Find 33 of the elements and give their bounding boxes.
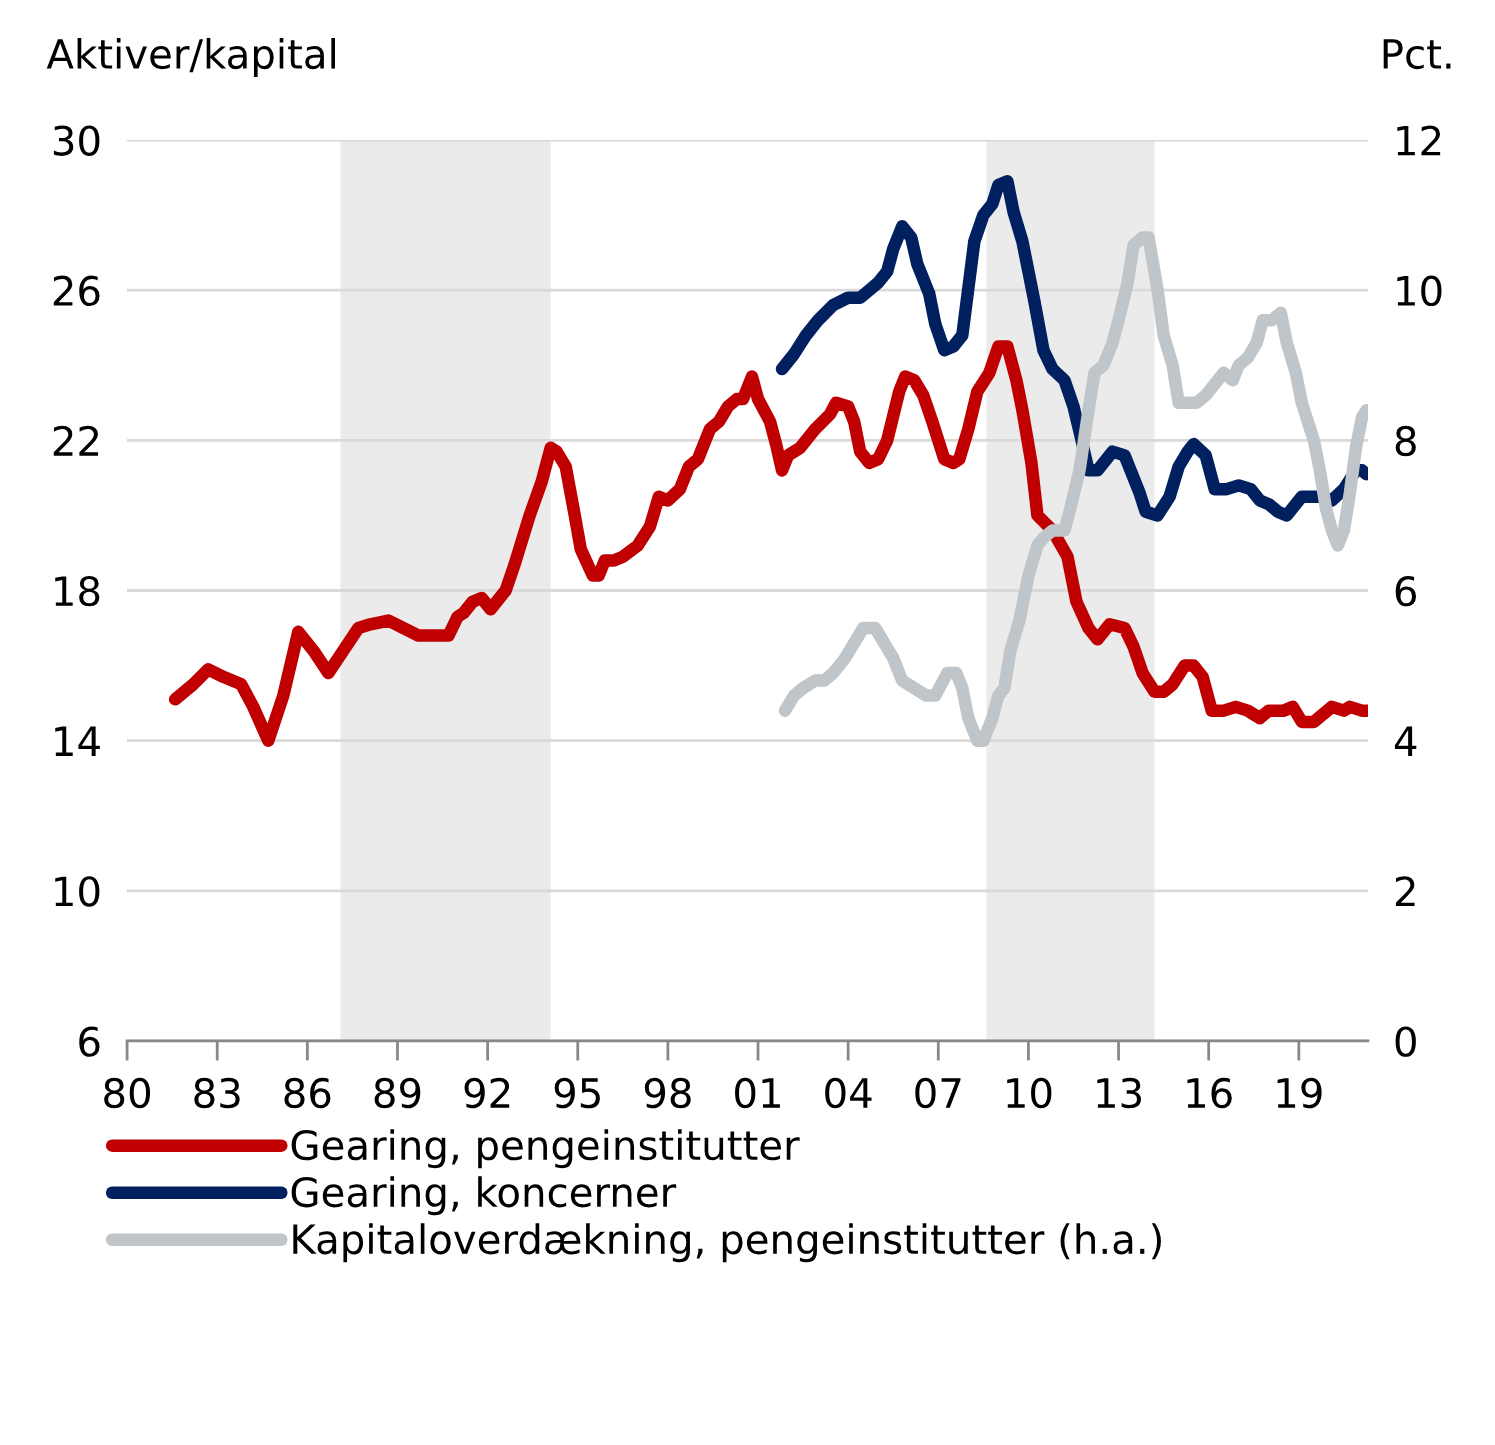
x-tick-label: 89 xyxy=(374,1077,421,1109)
x-tick-label: 80 xyxy=(104,1077,151,1109)
y-tick-label: 6 xyxy=(79,1026,100,1057)
y2-tick-label: 0 xyxy=(1395,1026,1416,1057)
y2-tick-label: 8 xyxy=(1395,425,1416,457)
x-tick-label: 95 xyxy=(554,1077,600,1109)
x-tick-label: 16 xyxy=(1187,1077,1232,1109)
x-tick-label: 83 xyxy=(194,1077,240,1109)
y2-axis-title: Pct. xyxy=(1383,39,1451,70)
y-tick-label: 22 xyxy=(53,425,99,456)
y2-tick-label: 4 xyxy=(1394,726,1417,756)
y-tick-label: 14 xyxy=(55,726,100,756)
y2-tick-label: 2 xyxy=(1395,876,1415,907)
x-tick-label: 07 xyxy=(915,1077,961,1109)
y2-tick-label: 12 xyxy=(1397,125,1441,156)
legend-label: Gearing, koncerner xyxy=(291,1176,677,1216)
x-tick-label: 13 xyxy=(1097,1077,1141,1109)
x-tick-label: 98 xyxy=(644,1077,691,1109)
y-tick-label: 26 xyxy=(53,275,100,307)
legend-label: Gearing, pengeinstitutter xyxy=(291,1129,800,1169)
x-tick-label: 01 xyxy=(735,1077,780,1109)
y-tick-label: 30 xyxy=(53,125,100,156)
x-tick-label: 19 xyxy=(1277,1077,1322,1109)
x-tick-label: 92 xyxy=(464,1077,510,1109)
y2-tick-label: 10 xyxy=(1397,275,1442,307)
legend-label: Kapitaloverdækning, pengeinstitutter (h.a.) xyxy=(293,1223,1161,1263)
x-tick-label: 86 xyxy=(284,1077,331,1109)
y-axis-title: Aktiver/kapital xyxy=(46,37,335,77)
y-tick-label: 10 xyxy=(55,876,100,907)
x-tick-label: 10 xyxy=(1007,1077,1052,1109)
y-tick-label: 18 xyxy=(55,575,100,607)
y2-tick-label: 6 xyxy=(1395,575,1417,607)
x-tick-label: 04 xyxy=(825,1077,872,1109)
